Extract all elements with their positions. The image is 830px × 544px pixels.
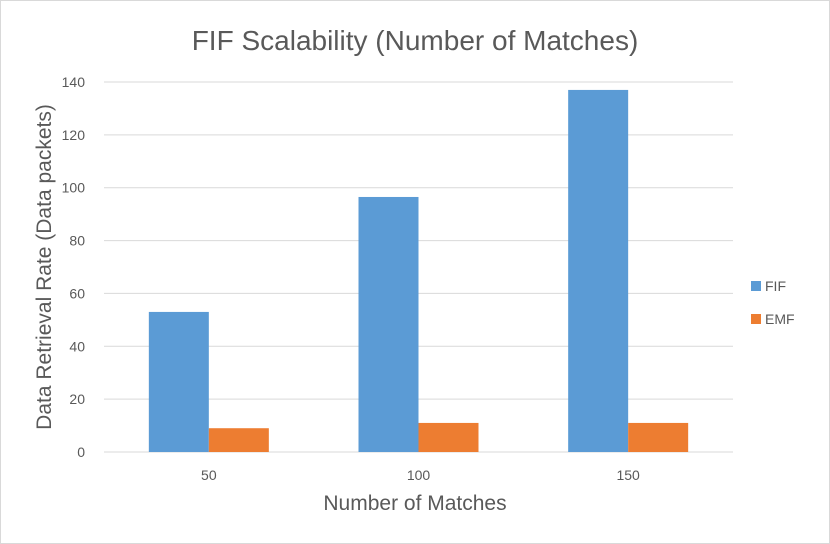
bar-emf-50 (208, 428, 269, 452)
bar-fif-150 (568, 89, 629, 452)
legend-swatch-emf (751, 314, 761, 324)
y-tick-label: 0 (77, 444, 85, 460)
x-tick-label: 50 (201, 467, 217, 483)
y-tick-labels: 0 20 40 60 80 100 120 140 (62, 74, 86, 460)
chart-title: FIF Scalability (Number of Matches) (192, 25, 639, 56)
legend: FIF EMF (751, 278, 795, 327)
y-tick-label: 120 (62, 127, 86, 143)
y-tick-label: 20 (69, 391, 85, 407)
legend-label-emf: EMF (765, 311, 795, 327)
y-axis-label: Data Retrieval Rate (Data packets) (33, 104, 56, 430)
x-axis-label: Number of Matches (323, 492, 506, 515)
x-tick-label: 100 (407, 467, 431, 483)
bars (148, 89, 689, 452)
y-tick-label: 140 (62, 74, 86, 90)
y-tick-label: 80 (69, 233, 85, 249)
legend-swatch-fif (751, 281, 761, 291)
bar-emf-150 (628, 422, 689, 452)
legend-label-fif: FIF (765, 278, 786, 294)
bar-fif-100 (358, 196, 419, 452)
bar-emf-100 (418, 422, 479, 452)
bar-fif-50 (148, 311, 209, 452)
y-tick-label: 40 (69, 338, 85, 354)
x-tick-labels: 50 100 150 (201, 467, 640, 483)
y-tick-label: 100 (62, 180, 86, 196)
x-tick-label: 150 (616, 467, 640, 483)
y-tick-label: 60 (69, 285, 85, 301)
